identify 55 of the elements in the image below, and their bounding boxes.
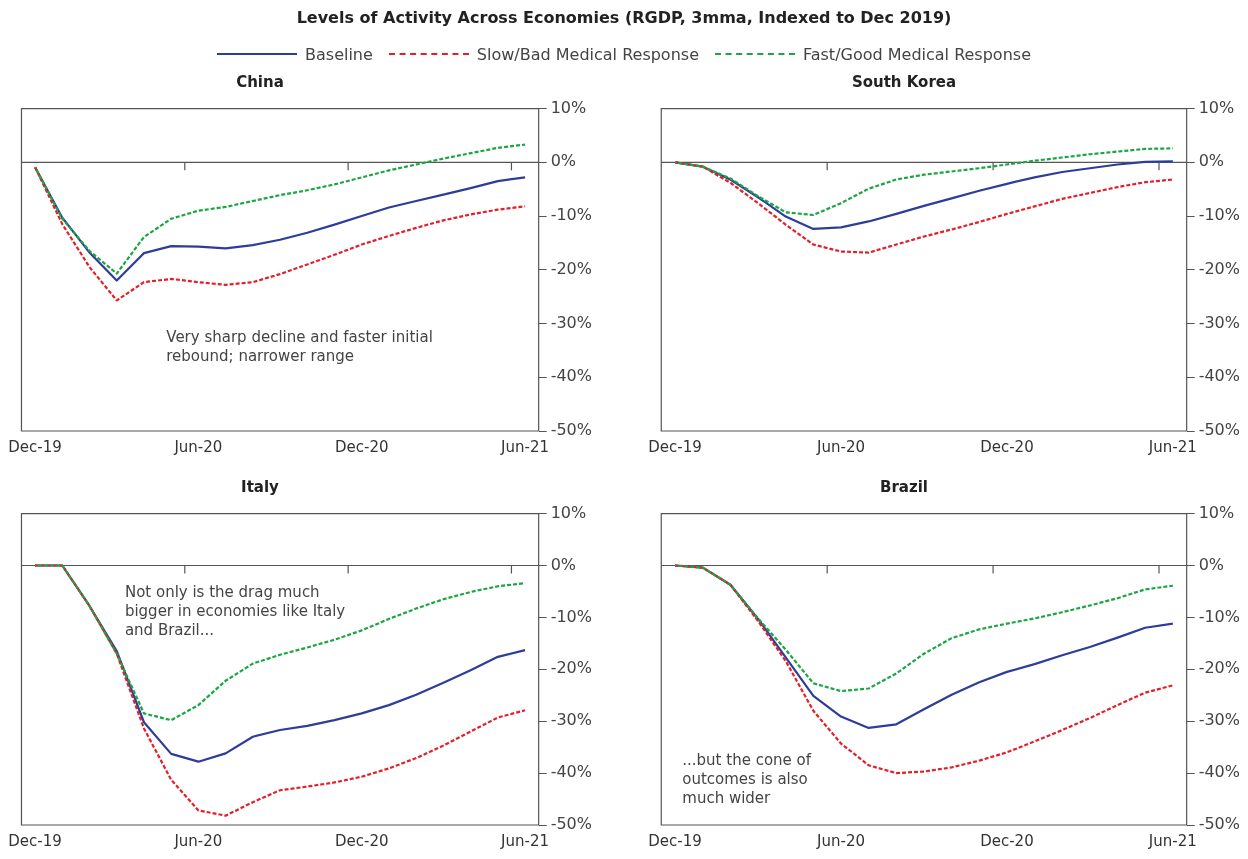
y-tick-label: -40% — [1198, 762, 1241, 782]
y-tick-label: -50% — [1198, 814, 1241, 834]
y-tick-label: 10% — [550, 97, 587, 117]
y-tick-label: 10% — [550, 502, 587, 522]
x-tick-label: Dec-20 — [334, 831, 389, 850]
y-tick-label: -20% — [550, 658, 593, 678]
annotation: Very sharp decline and faster initial rebound; narrower range — [166, 328, 433, 366]
x-tick-label: Jun-21 — [1147, 437, 1197, 456]
x-tick-label: Dec-19 — [648, 437, 702, 456]
y-tick-label: -10% — [550, 205, 593, 225]
chart-title: Brazil — [879, 478, 929, 498]
x-tick-label: Dec-20 — [980, 831, 1034, 850]
y-tick-label: -40% — [550, 762, 593, 782]
y-tick-label: 0% — [1198, 151, 1225, 171]
legend-label: Fast/Good Medical Response — [802, 44, 1031, 64]
x-tick-label: Dec-19 — [648, 831, 702, 850]
x-tick-label: Jun-20 — [173, 437, 223, 456]
y-tick-label: -40% — [550, 366, 593, 386]
y-tick-label: 0% — [550, 554, 577, 574]
x-tick-label: Dec-19 — [8, 437, 62, 456]
y-tick-label: 10% — [1198, 502, 1235, 522]
legend-label: Slow/Bad Medical Response — [476, 44, 699, 64]
y-tick-label: 0% — [550, 151, 577, 171]
y-tick-label: -10% — [550, 606, 593, 626]
x-tick-label: Jun-20 — [816, 437, 865, 456]
y-tick-label: 0% — [1198, 554, 1225, 574]
x-tick-label: Jun-21 — [1147, 831, 1197, 850]
y-tick-label: -50% — [550, 814, 593, 834]
x-tick-label: Jun-20 — [816, 831, 865, 850]
chart-title: South Korea — [850, 73, 958, 93]
y-tick-label: -10% — [1198, 205, 1241, 225]
text: Levels of Activity Across Economies (RGDP, 3mma, Indexed to Dec 2019) — [295, 8, 953, 27]
y-tick-label: -20% — [1198, 258, 1241, 278]
x-tick-label: Dec-20 — [334, 437, 389, 456]
chart-title: China — [235, 73, 285, 93]
y-tick-label: -30% — [1198, 710, 1241, 730]
y-tick-label: -30% — [550, 312, 593, 332]
x-tick-label: Jun-20 — [173, 831, 223, 850]
x-tick-label: Dec-20 — [980, 437, 1034, 456]
y-tick-label: -40% — [1198, 366, 1241, 386]
y-tick-label: -30% — [550, 710, 593, 730]
y-tick-label: -50% — [1198, 420, 1241, 440]
chart-title: Italy — [240, 478, 280, 498]
y-tick-label: -20% — [1198, 658, 1241, 678]
y-tick-label: -50% — [550, 420, 593, 440]
legend-label: Baseline — [305, 44, 373, 64]
annotation: Not only is the drag much bigger in economies like Italy and Brazil... — [124, 582, 346, 639]
y-tick-label: -10% — [1198, 606, 1241, 626]
x-tick-label: Jun-21 — [500, 831, 550, 850]
y-tick-label: 10% — [1198, 97, 1235, 117]
annotation: ...but the cone of outcomes is also much wider — [682, 750, 812, 807]
y-tick-label: -30% — [1198, 312, 1241, 332]
x-tick-label: Dec-19 — [8, 831, 62, 850]
x-tick-label: Jun-21 — [500, 437, 550, 456]
y-tick-label: -20% — [550, 258, 593, 278]
